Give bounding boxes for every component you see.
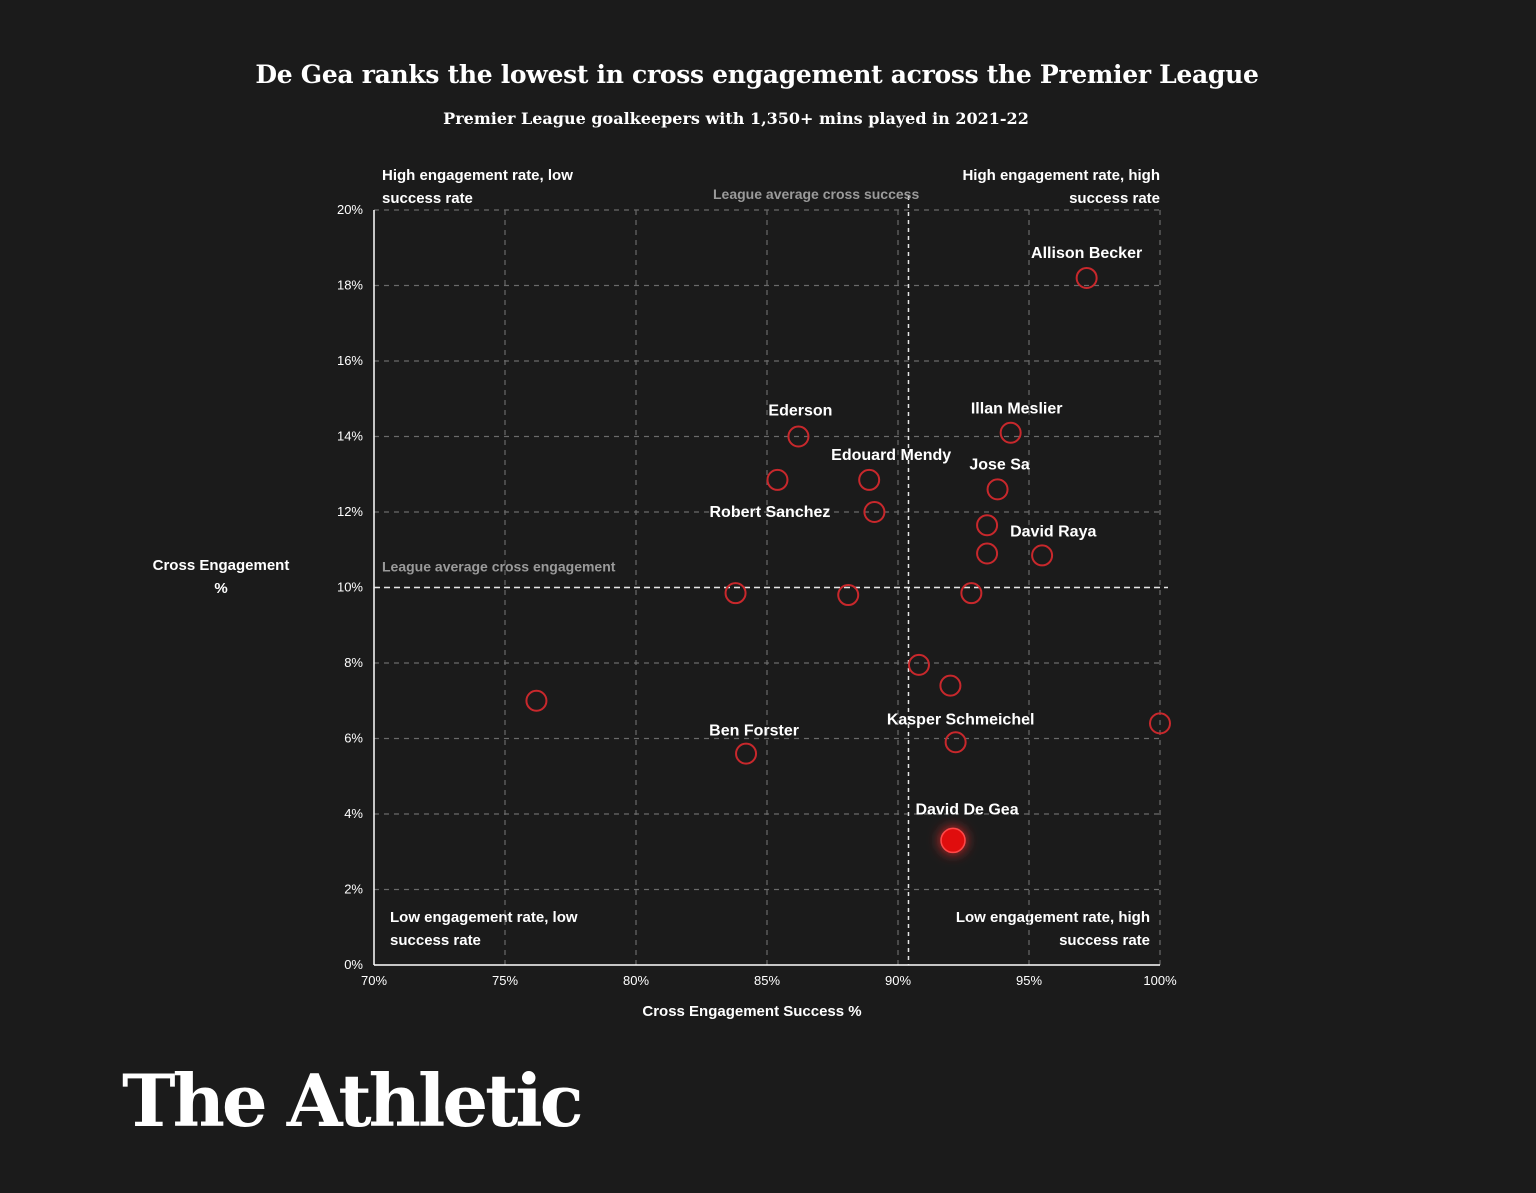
highlight-marker [940,827,966,854]
reference-lines: League average cross success League avera… [374,186,1168,965]
data-points: Allison Becker Illan Meslier Ederson Edouar… [525,245,1171,854]
data-point [858,468,881,491]
x-tick-label: 85% [754,973,780,988]
point-label: Robert Sanchez [709,504,830,521]
y-tick-label: 0% [344,957,363,972]
point-label: Ben Forster [709,723,799,740]
quadrant-text-line: success rate [390,932,481,949]
axes: 0% 2% 4% 6% 8% 10% 12% 14% 16% 18% 20% 70% 75% 80% 85%… [337,202,1177,988]
quadrant-text-line: success rate [382,190,473,207]
x-axis-label: Cross Engagement Success % [642,1003,862,1020]
quadrant-text-line: success rate [1069,190,1160,207]
data-point [976,542,999,565]
point-label: Jose Sa [969,456,1030,473]
data-point [1031,544,1054,567]
y-tick-label: 20% [337,202,363,217]
data-point [1075,266,1098,289]
chart-title: De Gea ranks the lowest in cross engagem… [255,60,1259,89]
y-tick-label: 18% [337,278,363,293]
point-label: David De Gea [915,801,1018,818]
x-tick-label: 75% [492,973,518,988]
data-point [907,653,930,676]
data-point [724,582,747,605]
data-point [766,468,789,491]
x-tick-label: 95% [1016,973,1042,988]
y-tick-label: 14% [337,429,363,444]
quadrant-text-line: success rate [1059,932,1150,949]
point-label: Edouard Mendy [831,447,951,464]
y-axis-label-line: Cross Engagement [152,557,290,574]
quadrant-label-top-left: High engagement rate, low success rate [382,164,573,210]
avg-success-label: League average cross success [713,186,919,202]
point-label: Illan Meslier [971,401,1063,418]
data-point [787,425,810,448]
quadrant-text-line: Low engagement rate, low [390,909,578,926]
x-tick-label: 70% [361,973,387,988]
y-tick-label: 8% [344,655,363,670]
data-point [999,421,1022,444]
y-tick-label: 2% [344,882,363,897]
grid [374,209,1161,965]
y-tick-label: 6% [344,731,363,746]
data-point [960,582,983,605]
data-point [939,674,962,697]
y-axis-label: Cross Engagement % [130,554,312,600]
data-point [863,501,886,523]
x-tick-label: 100% [1143,973,1177,988]
quadrant-text-line: High engagement rate, high [962,167,1160,184]
chart-subtitle: Premier League goalkeepers with 1,350+ m… [443,109,1029,128]
data-point [525,689,548,712]
point-label: Allison Becker [1031,245,1142,262]
avg-engagement-label: League average cross engagement [382,559,616,575]
quadrant-label-bottom-right: Low engagement rate, high success rate [910,906,1150,952]
quadrant-text-line: High engagement rate, low [382,167,573,184]
x-tick-label: 90% [885,973,911,988]
y-axis-label-line: % [214,580,228,597]
quadrant-text-line: Low engagement rate, high [955,909,1150,926]
y-tick-label: 10% [337,580,363,595]
the-athletic-logo: The Athletic [122,1058,584,1143]
quadrant-label-bottom-left: Low engagement rate, low success rate [390,906,578,952]
point-label: Kasper Schmeichel [887,711,1035,728]
y-tick-label: 16% [337,353,363,368]
x-tick-label: 80% [623,973,649,988]
data-point [837,584,860,607]
y-tick-label: 12% [337,504,363,519]
point-label: David Raya [1010,523,1096,540]
data-point [735,742,758,765]
data-point [1149,712,1171,735]
data-point [986,478,1009,501]
data-point [944,731,967,754]
quadrant-label-top-right: High engagement rate, high success rate [920,164,1160,210]
point-label: Ederson [768,403,832,420]
y-tick-label: 4% [344,806,363,821]
data-point [976,514,999,537]
